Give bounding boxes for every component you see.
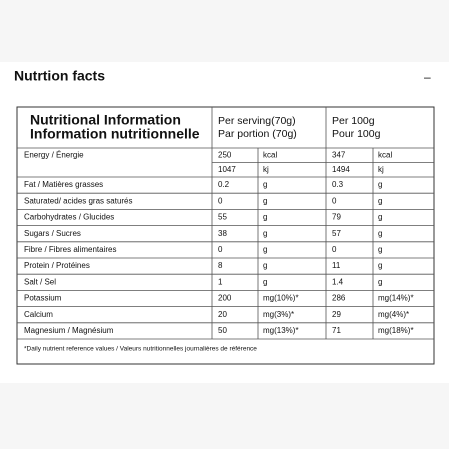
- unit: g: [378, 213, 382, 222]
- amount: 1.4: [332, 277, 344, 286]
- row-label: Salt / Sel: [24, 277, 56, 286]
- column-header: Per serving(70g): [218, 115, 296, 127]
- amount: 71: [332, 326, 341, 335]
- unit: g: [263, 229, 267, 238]
- row-label: Fibre / Fibres alimentaires: [24, 245, 116, 254]
- panel: [0, 62, 449, 383]
- unit: mg(4%)*: [378, 310, 409, 319]
- amount: 50: [218, 326, 227, 335]
- amount: 29: [332, 310, 341, 319]
- column-header: Par portion (70g): [218, 128, 297, 140]
- amount: 1: [218, 277, 223, 286]
- amount: 0.2: [218, 180, 230, 189]
- unit: g: [263, 180, 267, 189]
- amount: 1494: [332, 165, 350, 174]
- row-label: Potassium: [24, 294, 62, 303]
- amount: 20: [218, 310, 227, 319]
- table-title: Information nutritionnelle: [30, 126, 200, 142]
- unit: kcal: [378, 150, 392, 159]
- section-title: Nutrtion facts: [14, 68, 105, 84]
- unit: g: [378, 229, 382, 238]
- table-border: [16, 106, 435, 365]
- unit: mg(13%)*: [263, 326, 299, 335]
- unit: kcal: [263, 150, 277, 159]
- amount: 55: [218, 213, 227, 222]
- unit: g: [263, 196, 267, 205]
- row-label: Carbohydrates / Glucides: [24, 213, 114, 222]
- table-title: Nutritional Information: [30, 112, 181, 128]
- amount: 57: [332, 229, 341, 238]
- row-label: Protein / Protéines: [24, 261, 90, 270]
- unit: g: [263, 261, 267, 270]
- column-header: Pour 100g: [332, 128, 381, 140]
- unit: kj: [263, 165, 269, 174]
- unit: mg(10%)*: [263, 294, 299, 303]
- amount: 250: [218, 150, 232, 159]
- amount: 0.3: [332, 180, 344, 189]
- row-label: Magnesium / Magnésium: [24, 326, 114, 335]
- unit: g: [378, 180, 382, 189]
- column-header: Per 100g: [332, 115, 375, 127]
- amount: 286: [332, 294, 346, 303]
- collapse-toggle[interactable]: –: [424, 70, 431, 84]
- unit: g: [378, 277, 382, 286]
- unit: g: [378, 196, 382, 205]
- row-label: Energy / Énergie: [24, 150, 84, 159]
- unit: mg(18%)*: [378, 326, 414, 335]
- amount: 0: [332, 245, 337, 254]
- unit: kj: [378, 165, 384, 174]
- row-label: Calcium: [24, 310, 53, 319]
- amount: 79: [332, 213, 341, 222]
- unit: g: [263, 213, 267, 222]
- amount: 0: [218, 245, 223, 254]
- unit: mg(14%)*: [378, 294, 414, 303]
- row-label: Sugars / Sucres: [24, 229, 81, 238]
- amount: 8: [218, 261, 223, 270]
- footnote: *Daily nutrient reference values / Valeu…: [24, 346, 257, 353]
- amount: 0: [332, 196, 337, 205]
- amount: 38: [218, 229, 227, 238]
- unit: g: [378, 245, 382, 254]
- unit: g: [378, 261, 382, 270]
- row-label: Saturated/ acides gras saturés: [24, 196, 133, 205]
- amount: 11: [332, 261, 341, 270]
- amount: 347: [332, 150, 346, 159]
- unit: mg(3%)*: [263, 310, 294, 319]
- unit: g: [263, 245, 267, 254]
- unit: g: [263, 277, 267, 286]
- amount: 200: [218, 294, 232, 303]
- row-label: Fat / Matières grasses: [24, 180, 103, 189]
- amount: 1047: [218, 165, 236, 174]
- amount: 0: [218, 196, 223, 205]
